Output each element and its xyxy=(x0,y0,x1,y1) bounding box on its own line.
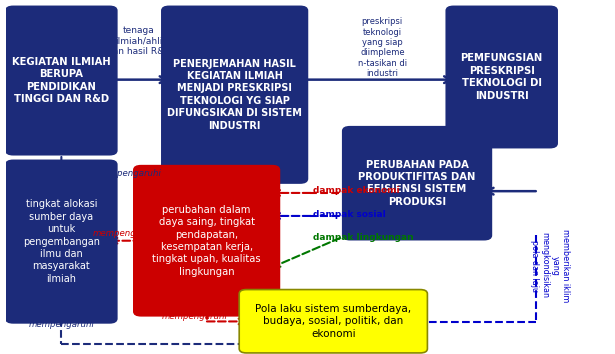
FancyBboxPatch shape xyxy=(239,290,427,353)
FancyBboxPatch shape xyxy=(134,166,279,316)
Text: Pola laku sistem sumberdaya,
budaya, sosial, politik, dan
ekonomi: Pola laku sistem sumberdaya, budaya, sos… xyxy=(255,304,411,339)
Text: memberikan iklim
yang
mengkondisikan
pola dan laju: memberikan iklim yang mengkondisikan pol… xyxy=(530,229,570,302)
FancyBboxPatch shape xyxy=(446,6,557,148)
FancyBboxPatch shape xyxy=(6,160,117,323)
Text: berakibat kepada terjadinya: berakibat kepada terjadinya xyxy=(359,135,481,144)
FancyBboxPatch shape xyxy=(162,6,308,183)
Text: PERUBAHAN PADA
PRODUKTIFITAS DAN
EFISIENSI SISTEM
PRODUKSI: PERUBAHAN PADA PRODUKTIFITAS DAN EFISIEN… xyxy=(359,160,476,207)
Text: mempengaruhi: mempengaruhi xyxy=(96,169,162,178)
Text: dampak sosial: dampak sosial xyxy=(313,210,386,219)
Text: perubahan dalam
daya saing, tingkat
pendapatan,
kesempatan kerja,
tingkat upah, : perubahan dalam daya saing, tingkat pend… xyxy=(153,205,261,277)
FancyBboxPatch shape xyxy=(343,127,491,240)
Text: dampak ekonomi: dampak ekonomi xyxy=(313,186,400,195)
Text: tingkat alokasi
sumber daya
untuk
pengembangan
ilmu dan
masyarakat
ilmiah: tingkat alokasi sumber daya untuk pengem… xyxy=(23,199,100,284)
Text: KEGIATAN ILMIAH
BERUPA
PENDIDIKAN
TINGGI DAN R&D: KEGIATAN ILMIAH BERUPA PENDIDIKAN TINGGI… xyxy=(12,57,111,104)
Text: preskripsi
teknologi
yang siap
diimpleme
n-tasikan di
industri: preskripsi teknologi yang siap diimpleme… xyxy=(358,17,407,78)
Text: mempengaruhi: mempengaruhi xyxy=(162,312,228,321)
Text: PENERJEMAHAN HASIL
KEGIATAN ILMIAH
MENJADI PRESKRIPSI
TEKNOLOGI YG SIAP
DIFUNGSI: PENERJEMAHAN HASIL KEGIATAN ILMIAH MENJA… xyxy=(167,59,302,131)
Text: tenaga
ilmiah/ahli
dan hasil R&D: tenaga ilmiah/ahli dan hasil R&D xyxy=(106,26,171,56)
Text: dampak lingkungan: dampak lingkungan xyxy=(313,233,413,242)
Text: PEMFUNGSIAN
PRESKRIPSI
TEKNOLOGI DI
INDUSTRI: PEMFUNGSIAN PRESKRIPSI TEKNOLOGI DI INDU… xyxy=(461,53,543,101)
Text: mempengaruhi: mempengaruhi xyxy=(28,320,94,329)
Text: mempengaruhi: mempengaruhi xyxy=(92,229,158,238)
FancyBboxPatch shape xyxy=(6,6,117,155)
